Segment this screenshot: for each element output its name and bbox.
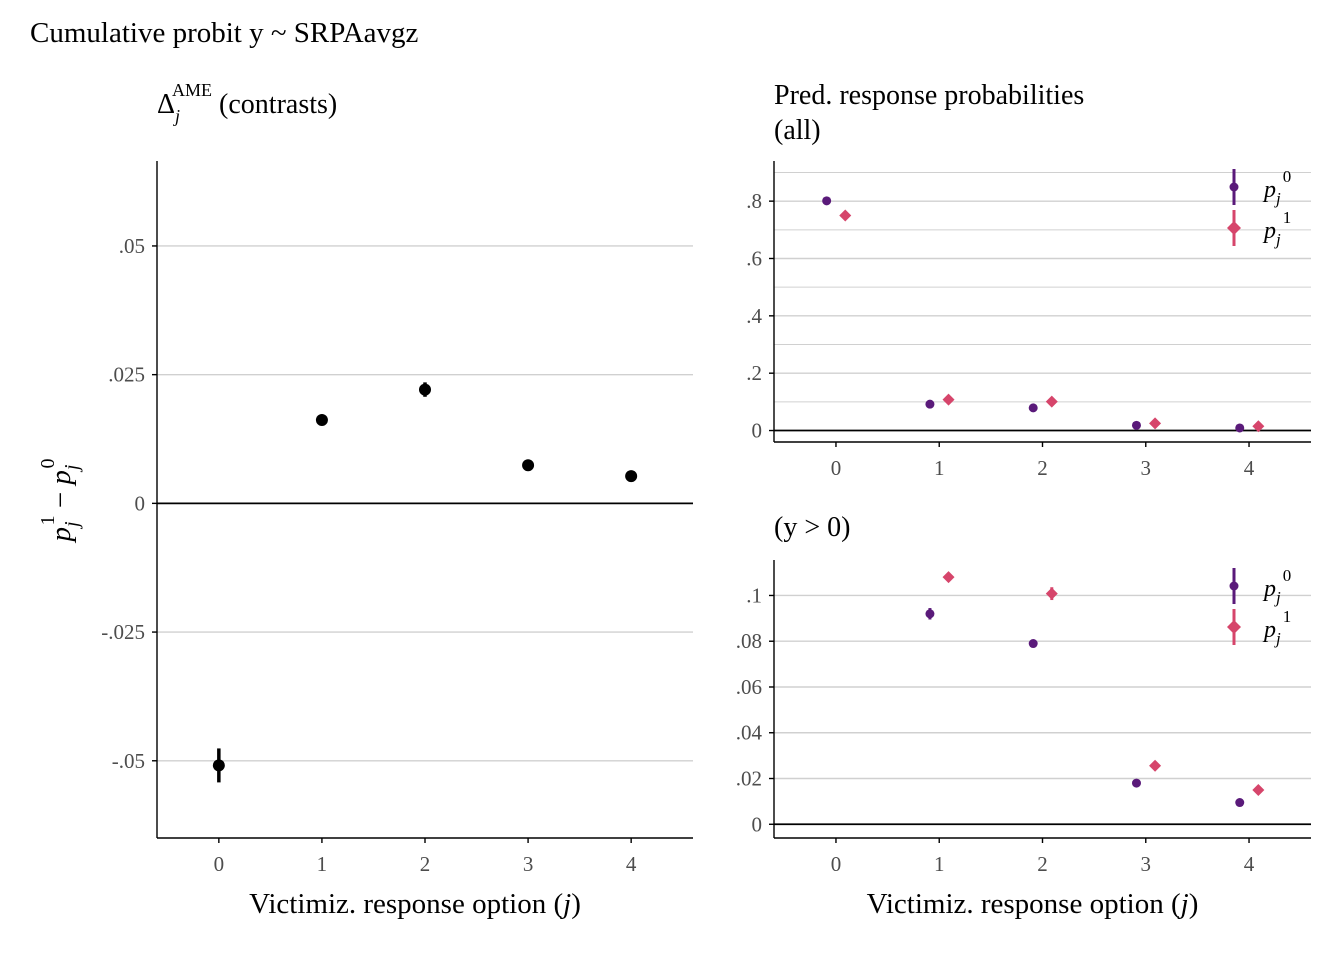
y-tick-label: 0 <box>752 812 763 836</box>
y-tick-label: 0 <box>135 491 146 515</box>
y-tick-label: .025 <box>108 363 145 387</box>
x-tick-label: 2 <box>1037 456 1048 480</box>
data-point <box>1252 420 1265 433</box>
y-tick-label: .02 <box>736 767 762 791</box>
y-tick-label: 0 <box>752 419 763 443</box>
legend-entry: pj1 <box>1227 208 1291 249</box>
data-point <box>1028 403 1038 413</box>
x-tick-label: 4 <box>626 852 637 876</box>
data-point <box>839 209 852 222</box>
legend-key-marker <box>1229 581 1239 591</box>
y-tick-label: .08 <box>736 629 762 653</box>
x-tick-label: 1 <box>934 456 945 480</box>
data-point <box>1131 420 1141 430</box>
data-point <box>1252 783 1265 796</box>
x-axis-label: Victimiz. response option (j) <box>249 888 581 920</box>
y-tick-label: .1 <box>746 583 762 607</box>
data-point <box>1149 417 1162 430</box>
legend-key-marker <box>1229 182 1239 192</box>
data-point <box>315 413 328 426</box>
data-point <box>1235 423 1245 433</box>
legend-label: pj1 <box>1262 607 1291 648</box>
x-tick-label: 4 <box>1244 852 1255 876</box>
legend-label: pj0 <box>1262 566 1291 607</box>
data-point <box>942 571 955 584</box>
legend-key-marker <box>1227 221 1241 235</box>
data-point <box>1045 395 1058 408</box>
legend-entry: pj0 <box>1229 566 1291 607</box>
y-tick-label: -.05 <box>112 749 145 773</box>
panel-title: ΔjAME (contrasts) <box>157 80 337 126</box>
panel-title: (y > 0) <box>774 512 850 543</box>
x-tick-label: 0 <box>831 852 842 876</box>
x-tick-label: 1 <box>317 852 328 876</box>
y-tick-label: .4 <box>746 304 762 328</box>
x-tick-label: 0 <box>214 852 225 876</box>
data-point <box>1131 778 1141 788</box>
data-point <box>1149 759 1162 772</box>
data-point <box>212 759 225 772</box>
panel-title: Pred. response probabilities <box>774 80 1084 111</box>
contrasts-panel: -.05 -.025 0 .025 .05 0 1 2 3 4 ΔjAME (contrasts) V… <box>37 80 693 920</box>
data-point <box>625 470 638 483</box>
y-tick-label: .06 <box>736 675 762 699</box>
y-tick-label: -.025 <box>101 620 145 644</box>
x-axis-label: Victimiz. response option (j) <box>867 888 1199 920</box>
x-tick-label: 0 <box>831 456 842 480</box>
y-axis-label: pj1 − pj0 <box>37 459 83 544</box>
y-tick-label: .6 <box>746 246 762 270</box>
data-point <box>942 393 955 406</box>
panel-title-line2: (all) <box>774 115 821 146</box>
legend-key-marker <box>1227 620 1241 634</box>
figure-title: Cumulative probit y ~ SRPAavgz <box>30 17 419 49</box>
data-point <box>925 399 935 409</box>
data-point <box>1235 798 1245 808</box>
data-point <box>419 383 431 396</box>
x-tick-label: 2 <box>1037 852 1048 876</box>
y-tick-label: .04 <box>736 721 763 745</box>
data-point <box>522 459 535 472</box>
legend-label: pj0 <box>1262 167 1291 208</box>
data-point <box>1028 639 1038 649</box>
x-tick-label: 3 <box>523 852 534 876</box>
y-tick-label: .8 <box>746 189 762 213</box>
x-tick-label: 2 <box>420 852 431 876</box>
x-tick-label: 3 <box>1141 852 1152 876</box>
legend-entry: pj1 <box>1227 607 1291 648</box>
y-tick-label: .05 <box>119 234 145 258</box>
legend-label: pj1 <box>1262 208 1291 249</box>
x-tick-label: 1 <box>934 852 945 876</box>
data-point <box>925 609 935 619</box>
y-tick-label: .2 <box>746 361 762 385</box>
data-point <box>822 196 832 206</box>
x-tick-label: 4 <box>1244 456 1255 480</box>
x-tick-label: 3 <box>1141 456 1152 480</box>
data-point <box>1045 587 1058 600</box>
legend-entry: pj0 <box>1229 167 1291 208</box>
